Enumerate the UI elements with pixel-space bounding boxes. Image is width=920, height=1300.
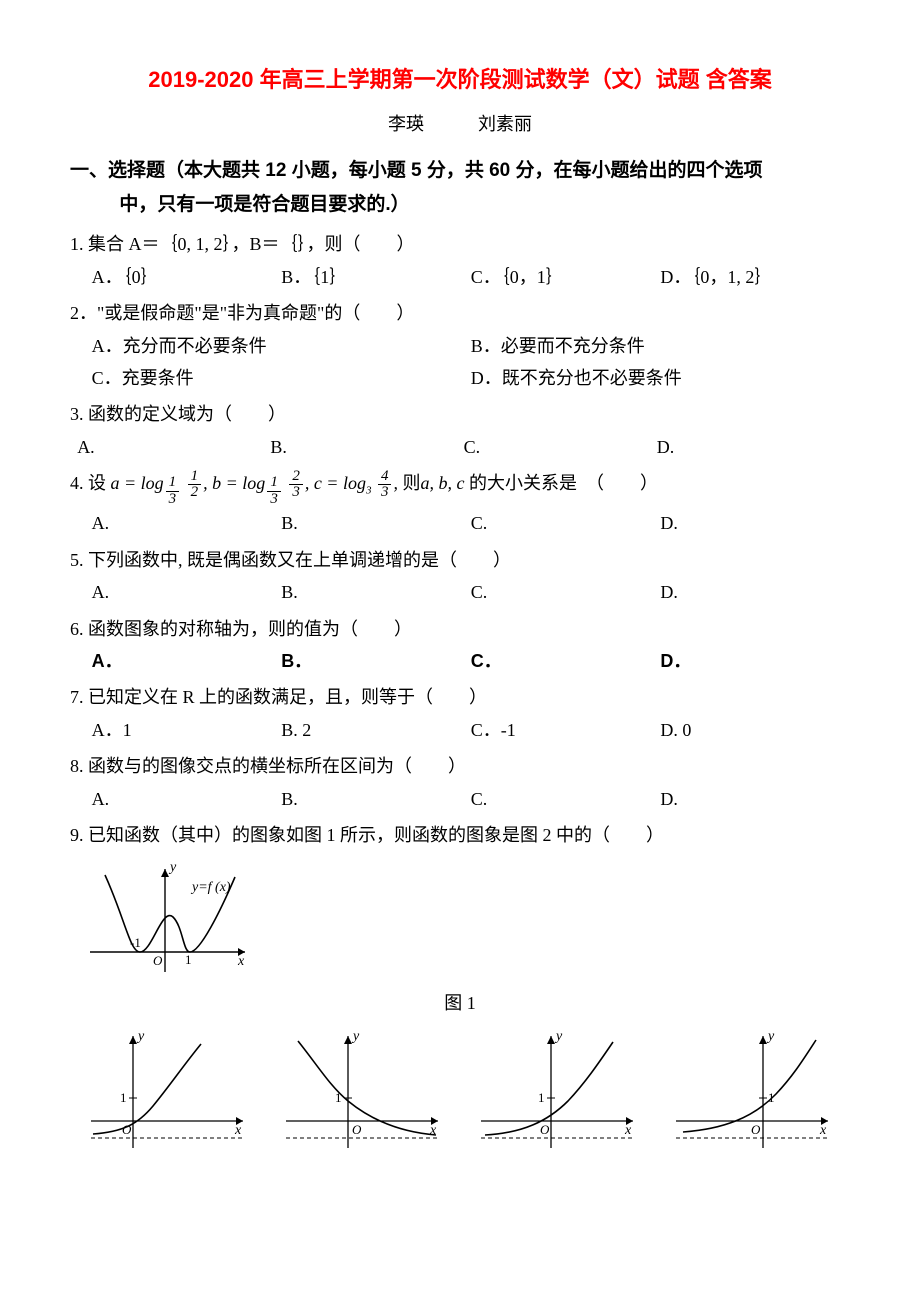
figure-1-caption: 图 1 bbox=[70, 987, 850, 1019]
q4-abc: a, b, c bbox=[420, 473, 469, 493]
fig2a-x: x bbox=[234, 1123, 242, 1138]
question-5-text: 5. 下列函数中, 既是偶函数又在上单调递增的是（ ） bbox=[70, 544, 850, 576]
q3-opt-d: D. bbox=[657, 431, 850, 463]
fig2b-o: O bbox=[352, 1122, 362, 1137]
q4-opt-a: A. bbox=[92, 507, 282, 539]
figure-2-d: 1 y x O bbox=[668, 1026, 838, 1156]
question-3-text: 3. 函数的定义域为（ ） bbox=[70, 398, 850, 430]
fig1-one: 1 bbox=[185, 952, 192, 967]
fig2d-x: x bbox=[819, 1123, 827, 1138]
section-1-line1: 一、选择题（本大题共 12 小题，每小题 5 分，共 60 分，在每小题给出的四… bbox=[70, 160, 763, 181]
q7-opt-d: D. 0 bbox=[660, 714, 850, 746]
fig2b-y: y bbox=[351, 1029, 360, 1044]
q8-opt-c: C. bbox=[471, 783, 661, 815]
question-6-options: A． B． C． D． bbox=[70, 645, 850, 677]
q7-opt-a: A．1 bbox=[92, 714, 282, 746]
question-4: 4. 设 a = log13 12, b = log13 23, c = log… bbox=[70, 467, 850, 540]
question-4-text: 4. 设 a = log13 12, b = log13 23, c = log… bbox=[70, 467, 850, 507]
question-2: 2．"或是假命题"是"非为真命题"的（ ） A．充分而不必要条件 B．必要而不充… bbox=[70, 297, 850, 394]
q7-opt-b: B. 2 bbox=[281, 714, 471, 746]
question-5: 5. 下列函数中, 既是偶函数又在上单调递增的是（ ） A. B. C. D. bbox=[70, 544, 850, 609]
q4-opt-c: C. bbox=[471, 507, 661, 539]
q8-opt-d: D. bbox=[660, 783, 850, 815]
question-7: 7. 已知定义在 R 上的函数满足，且，则等于（ ） A．1 B. 2 C．-1… bbox=[70, 681, 850, 746]
fig1-x-label: x bbox=[237, 954, 245, 969]
question-6: 6. 函数图象的对称轴为，则的值为（ ） A． B． C． D． bbox=[70, 613, 850, 678]
fig1-neg1: -1 bbox=[130, 935, 141, 950]
q6-opt-b: B． bbox=[281, 645, 471, 677]
question-3: 3. 函数的定义域为（ ） A. B. C. D. bbox=[70, 398, 850, 463]
q8-opt-a: A. bbox=[92, 783, 282, 815]
question-3-options: A. B. C. D. bbox=[70, 431, 850, 463]
fig2a-o: O bbox=[122, 1122, 132, 1137]
section-1-line2: 中，只有一项是符合题目要求的.） bbox=[169, 188, 850, 222]
q7-opt-c: C．-1 bbox=[471, 714, 661, 746]
q5-opt-b: B. bbox=[281, 576, 471, 608]
figure-2-b: 1 y x O bbox=[278, 1026, 448, 1156]
fig2a-one: 1 bbox=[120, 1090, 127, 1105]
question-4-options: A. B. C. D. bbox=[70, 507, 850, 539]
q3-opt-c: C. bbox=[464, 431, 657, 463]
q4-math: a = log13 12, b = log13 23, c = log3 43, bbox=[111, 473, 403, 493]
q5-opt-a: A. bbox=[92, 576, 282, 608]
q1-opt-d: D．｛0，1, 2｝ bbox=[660, 261, 850, 293]
question-8-text: 8. 函数与的图像交点的横坐标所在区间为（ ） bbox=[70, 750, 850, 782]
q6-opt-d: D． bbox=[660, 645, 850, 677]
question-2-options-row2: C．充要条件 D．既不充分也不必要条件 bbox=[70, 362, 850, 394]
fig2d-o: O bbox=[751, 1122, 761, 1137]
fig2b-one: 1 bbox=[335, 1090, 342, 1105]
question-6-text: 6. 函数图象的对称轴为，则的值为（ ） bbox=[70, 613, 850, 645]
question-1: 1. 集合 A＝｛0, 1, 2｝，B＝｛｝，则（ ） A．｛0｝ B．｛1｝ … bbox=[70, 228, 850, 293]
question-5-options: A. B. C. D. bbox=[70, 576, 850, 608]
question-1-text: 1. 集合 A＝｛0, 1, 2｝，B＝｛｝，则（ ） bbox=[70, 228, 850, 260]
fig2d-y: y bbox=[766, 1029, 775, 1044]
figure-2-a: 1 y x O bbox=[83, 1026, 253, 1156]
figure-1: y y=f (x) -1 1 x O 图 1 bbox=[70, 857, 850, 1019]
question-7-text: 7. 已知定义在 R 上的函数满足，且，则等于（ ） bbox=[70, 681, 850, 713]
fig2c-y: y bbox=[554, 1029, 563, 1044]
figure-2-c: 1 y x O bbox=[473, 1026, 643, 1156]
fig2d-one: 1 bbox=[768, 1090, 775, 1105]
q4-tail: 的大小关系是 （ ） bbox=[469, 473, 658, 493]
question-1-options: A．｛0｝ B．｛1｝ C．｛0，1｝ D．｛0，1, 2｝ bbox=[70, 261, 850, 293]
figure-2-row: 1 y x O 1 y x O 1 y x O bbox=[70, 1026, 850, 1156]
question-2-text: 2．"或是假命题"是"非为真命题"的（ ） bbox=[70, 297, 850, 329]
fig1-o-label: O bbox=[153, 953, 163, 968]
question-9: 9. 已知函数（其中）的图象如图 1 所示，则函数的图象是图 2 中的（ ） bbox=[70, 819, 850, 851]
question-9-text: 9. 已知函数（其中）的图象如图 1 所示，则函数的图象是图 2 中的（ ） bbox=[70, 819, 850, 851]
fig1-y-label: y bbox=[168, 860, 177, 875]
fig2c-o: O bbox=[540, 1122, 550, 1137]
figure-1-svg: y y=f (x) -1 1 x O bbox=[70, 857, 270, 987]
q1-opt-c: C．｛0，1｝ bbox=[471, 261, 661, 293]
fig2c-one: 1 bbox=[538, 1090, 545, 1105]
fig1-curve-label: y=f (x) bbox=[190, 880, 231, 895]
question-2-options-row1: A．充分而不必要条件 B．必要而不充分条件 bbox=[70, 330, 850, 362]
fig2b-x: x bbox=[429, 1123, 437, 1138]
q4-opt-d: D. bbox=[660, 507, 850, 539]
fig2c-x: x bbox=[624, 1123, 632, 1138]
q4-then: 则 bbox=[402, 473, 420, 493]
q1-opt-b: B．｛1｝ bbox=[281, 261, 471, 293]
q3-opt-b: B. bbox=[270, 431, 463, 463]
authors-line: 李瑛 刘素丽 bbox=[70, 108, 850, 140]
q2-opt-b: B．必要而不充分条件 bbox=[471, 330, 850, 362]
question-8-options: A. B. C. D. bbox=[70, 783, 850, 815]
q2-opt-d: D．既不充分也不必要条件 bbox=[471, 362, 850, 394]
q8-opt-b: B. bbox=[281, 783, 471, 815]
page-title: 2019-2020 年高三上学期第一次阶段测试数学（文）试题 含答案 bbox=[70, 60, 850, 100]
q6-opt-a: A． bbox=[92, 645, 282, 677]
q6-opt-c: C． bbox=[471, 645, 661, 677]
section-1-heading: 一、选择题（本大题共 12 小题，每小题 5 分，共 60 分，在每小题给出的四… bbox=[119, 154, 850, 222]
fig2a-y: y bbox=[136, 1029, 145, 1044]
q2-opt-c: C．充要条件 bbox=[92, 362, 471, 394]
q3-opt-a: A. bbox=[77, 431, 270, 463]
q2-opt-a: A．充分而不必要条件 bbox=[92, 330, 471, 362]
q1-opt-a: A．｛0｝ bbox=[92, 261, 282, 293]
question-8: 8. 函数与的图像交点的横坐标所在区间为（ ） A. B. C. D. bbox=[70, 750, 850, 815]
q4-lead: 4. 设 bbox=[70, 473, 106, 493]
question-7-options: A．1 B. 2 C．-1 D. 0 bbox=[70, 714, 850, 746]
q5-opt-c: C. bbox=[471, 576, 661, 608]
q4-opt-b: B. bbox=[281, 507, 471, 539]
q5-opt-d: D. bbox=[660, 576, 850, 608]
